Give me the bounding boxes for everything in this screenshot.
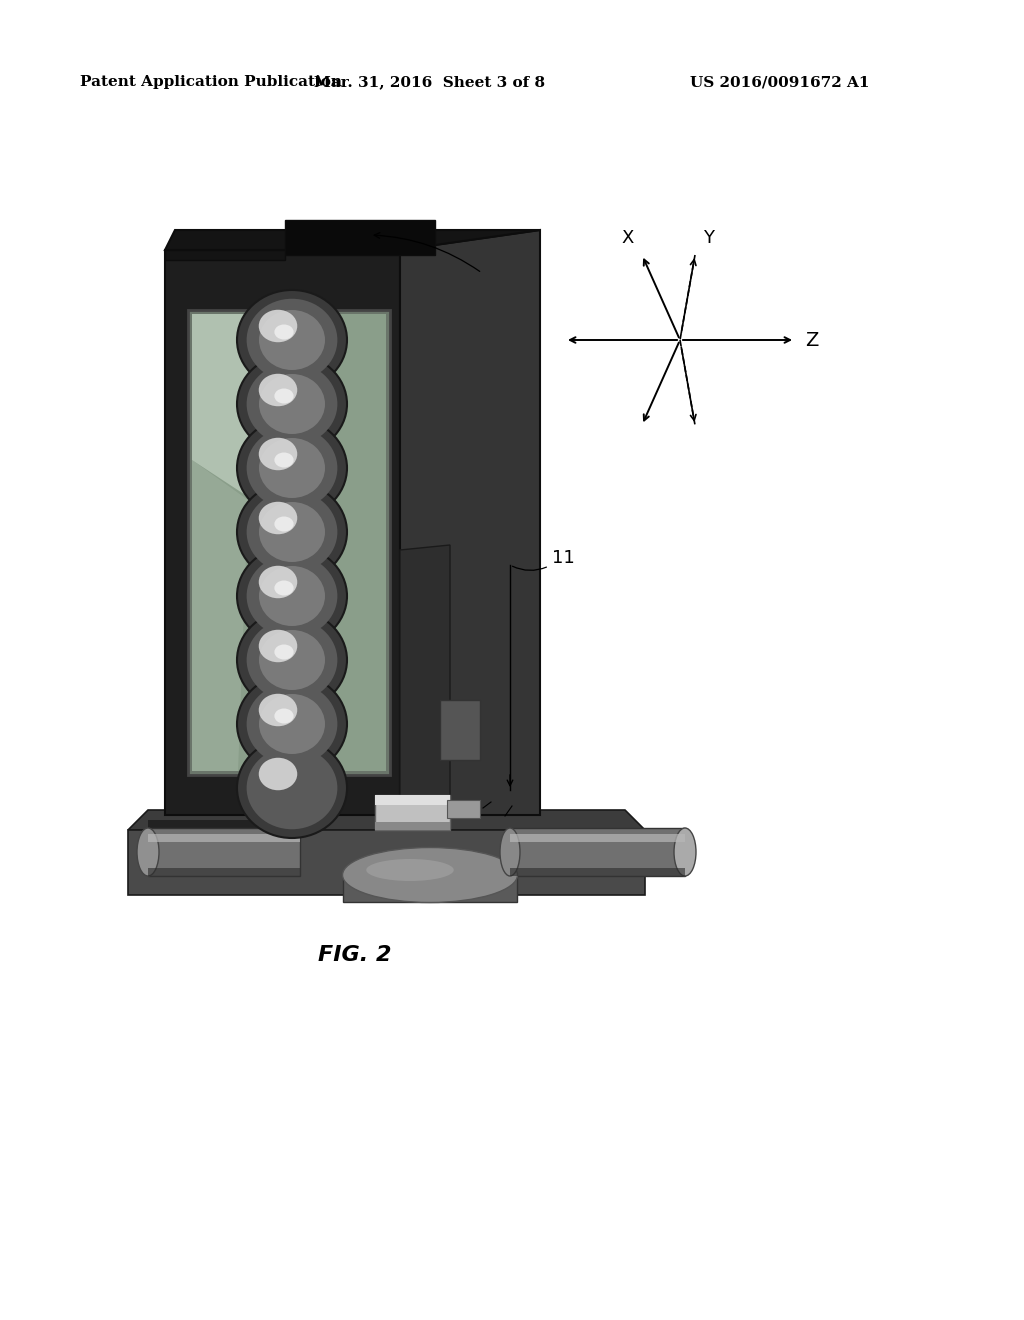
Polygon shape — [375, 822, 450, 830]
Ellipse shape — [274, 325, 294, 339]
Text: X: X — [622, 228, 634, 247]
Ellipse shape — [237, 290, 347, 389]
Polygon shape — [128, 810, 645, 830]
Bar — [510, 828, 685, 876]
Ellipse shape — [237, 418, 347, 517]
Ellipse shape — [259, 502, 325, 562]
Polygon shape — [447, 800, 480, 818]
Ellipse shape — [259, 374, 325, 434]
Ellipse shape — [259, 374, 297, 407]
Bar — [148, 828, 300, 876]
Ellipse shape — [500, 828, 520, 876]
Ellipse shape — [342, 847, 517, 903]
Polygon shape — [285, 220, 435, 255]
Ellipse shape — [259, 502, 297, 535]
Text: 21: 21 — [514, 796, 534, 810]
Text: Z: Z — [805, 330, 818, 350]
Polygon shape — [148, 820, 300, 840]
Polygon shape — [193, 314, 268, 500]
Ellipse shape — [259, 438, 325, 498]
Ellipse shape — [247, 426, 337, 510]
Ellipse shape — [237, 675, 347, 774]
Polygon shape — [193, 314, 386, 771]
Ellipse shape — [237, 482, 347, 582]
Ellipse shape — [247, 619, 337, 701]
Text: 11: 11 — [552, 549, 574, 568]
Ellipse shape — [247, 747, 337, 829]
Text: FIG. 2: FIG. 2 — [318, 945, 392, 965]
Text: US 2016/0091672 A1: US 2016/0091672 A1 — [690, 75, 869, 88]
Bar — [510, 869, 685, 876]
Bar — [148, 834, 300, 842]
Polygon shape — [440, 700, 480, 760]
Text: Y: Y — [703, 228, 714, 247]
Ellipse shape — [259, 438, 297, 470]
Ellipse shape — [367, 859, 454, 880]
Ellipse shape — [259, 694, 325, 754]
Ellipse shape — [274, 581, 294, 595]
Text: 4: 4 — [494, 792, 504, 808]
Ellipse shape — [259, 758, 297, 791]
Ellipse shape — [247, 298, 337, 381]
Ellipse shape — [247, 491, 337, 573]
Polygon shape — [400, 545, 450, 814]
Ellipse shape — [247, 554, 337, 638]
Polygon shape — [165, 249, 285, 260]
Ellipse shape — [274, 388, 294, 404]
Polygon shape — [165, 230, 540, 249]
Ellipse shape — [274, 516, 294, 532]
Polygon shape — [375, 795, 450, 805]
Ellipse shape — [237, 610, 347, 710]
Ellipse shape — [259, 566, 325, 626]
Polygon shape — [193, 459, 248, 771]
Ellipse shape — [274, 644, 294, 660]
Bar — [510, 834, 685, 842]
Ellipse shape — [237, 546, 347, 645]
Ellipse shape — [237, 354, 347, 454]
Ellipse shape — [259, 310, 297, 342]
Ellipse shape — [137, 828, 159, 876]
Polygon shape — [375, 795, 450, 830]
Ellipse shape — [247, 363, 337, 445]
Polygon shape — [188, 310, 390, 775]
Ellipse shape — [259, 694, 297, 726]
Ellipse shape — [259, 630, 325, 690]
Ellipse shape — [259, 566, 297, 598]
Ellipse shape — [259, 310, 325, 370]
Ellipse shape — [274, 453, 294, 467]
Polygon shape — [400, 230, 540, 814]
Text: 20: 20 — [487, 269, 510, 286]
Polygon shape — [128, 830, 645, 895]
Polygon shape — [165, 249, 400, 814]
Text: Mar. 31, 2016  Sheet 3 of 8: Mar. 31, 2016 Sheet 3 of 8 — [314, 75, 546, 88]
Bar — [148, 869, 300, 876]
Ellipse shape — [237, 738, 347, 838]
Polygon shape — [343, 875, 517, 902]
Ellipse shape — [247, 682, 337, 766]
Ellipse shape — [674, 828, 696, 876]
Text: 22: 22 — [400, 805, 416, 818]
Ellipse shape — [274, 709, 294, 723]
Ellipse shape — [259, 630, 297, 663]
Text: Patent Application Publication: Patent Application Publication — [80, 75, 342, 88]
